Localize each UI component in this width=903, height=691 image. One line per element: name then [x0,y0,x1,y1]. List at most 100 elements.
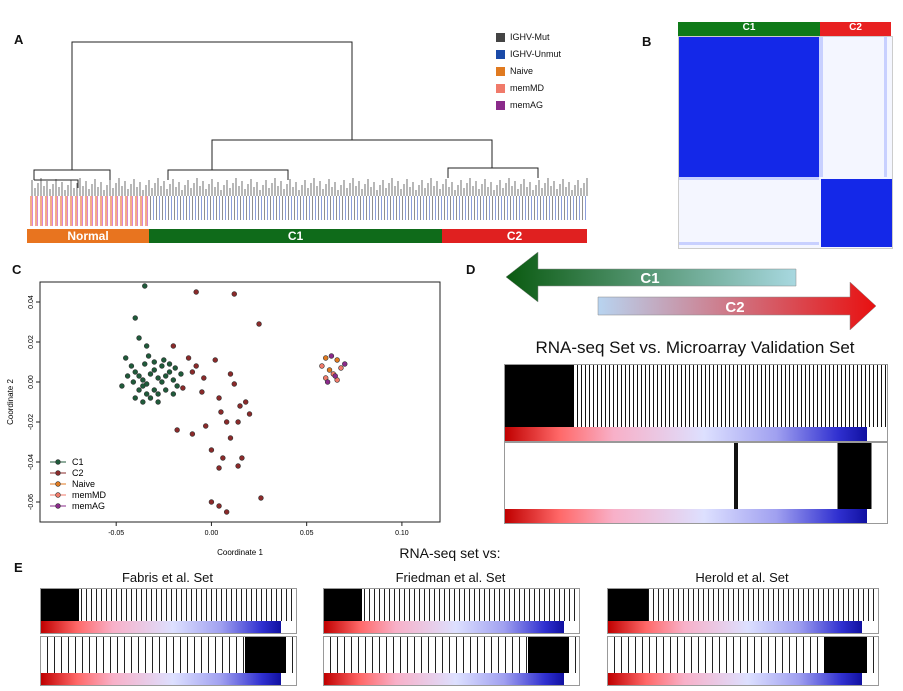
legend-swatch [496,83,505,93]
scatter-point-c2 [174,427,180,433]
rank-gradient [324,621,564,633]
set-title-fabris: Fabris et al. Set [121,570,214,585]
legend-marker [55,470,61,476]
legend-label: C1 [72,457,84,467]
gene-hit-barcode [608,589,878,621]
legend-item-ighv-unmut: IGHV-Unmut [496,49,561,59]
group-label-c2: C2 [506,229,523,243]
scatter-point-c2 [201,375,207,381]
scatter-point-c1 [166,361,173,367]
legend-label: Naive [72,479,95,489]
leaf-fringe-normal [30,196,148,226]
scatter-point-c1 [151,359,157,365]
legend-marker [55,481,61,487]
group-bar-c2 [442,229,587,243]
gene-hit-barcode [505,365,887,427]
scatter-point-naive [334,357,340,363]
gene-hit-barcode [41,637,296,673]
scatter-point-c1 [151,367,157,373]
scatter-point-c1 [178,371,184,377]
scatter-point-c1 [136,335,142,341]
panel-d-label: D [466,262,476,277]
scatter-point-c1 [132,395,138,401]
gene-hit-barcode [324,637,579,673]
scatter-point-memmd [338,365,344,371]
mds-scatter-plot: -0.05 0.00 0.05 0.10 -0.06 -0.04 -0.02 0.00 0.0… [6,281,441,557]
scatter-point-c2 [246,411,253,417]
panel-a-label: A [14,32,24,47]
scatter-point-memmd [319,363,325,369]
legend-label: memAG [72,501,105,511]
scatter-point-c2 [216,503,222,509]
consensus-faint-stripe [679,177,819,180]
scatter-point-c1 [119,383,125,389]
y-tick-label: 0.02 [28,335,35,349]
scatter-point-c2 [193,363,199,369]
rank-gradient [505,427,867,441]
scatter-point-c2 [256,321,262,327]
legend-item-naive: Naive [496,66,533,76]
y-tick-label: 0.00 [28,375,35,389]
y-tick-label: -0.04 [28,454,35,470]
scatter-point-c1 [159,363,165,369]
scatter-point-c1 [170,377,177,383]
legend-marker [55,492,61,498]
scatter-point-c2 [216,465,222,471]
rank-gradient [608,621,862,633]
gene-hit-barcode [608,637,878,673]
scatter-point-c2 [235,463,241,469]
gsea-fabris-c2 [40,636,297,686]
scatter-point-c1 [147,395,154,401]
legend-item-ighv-mut: IGHV-Mut [496,32,550,42]
gene-hit-barcode [41,589,296,621]
scatter-point-c2 [239,455,245,461]
rank-gradient [505,509,867,523]
group-bar-normal [27,229,149,243]
scatter-point-c2 [220,455,226,461]
consensus-block-c2 [821,179,892,247]
scatter-point-c2 [185,355,192,361]
y-axis-label: Coordinate 2 [6,379,15,425]
legend-swatch [496,49,505,59]
panel-d-title: RNA-seq Set vs. Microarray Validation Se… [535,338,855,357]
group-label-c1: C1 [287,229,304,243]
scatter-point-c1 [174,383,180,389]
consensus-label-c1: C1 [742,22,756,33]
scatter-point-c1 [155,375,161,381]
scatter-point-c2 [193,289,199,295]
scatter-point-c1 [136,373,142,379]
gene-hit-barcode [324,589,579,621]
legend-swatch [496,32,505,42]
scatter-point-c1 [143,343,150,349]
scatter-point-c2 [208,447,215,453]
y-tick-label: -0.06 [28,494,35,510]
set-title-herold: Herold et al. Set [695,570,789,585]
scatter-point-c2 [231,381,237,387]
legend-marker [55,459,61,465]
scatter-point-c1 [140,377,146,383]
scatter-point-c2 [203,423,209,429]
scatter-point-c1 [145,353,152,359]
scatter-point-c1 [155,399,161,405]
consensus-faint-stripe [679,242,819,245]
c2-arrow-label: C2 [725,299,744,316]
scatter-point-c2 [216,395,222,401]
scatter-point-c2 [243,399,249,405]
c2-arrow [597,281,877,330]
leaf-fringe-c1 [150,196,442,220]
consensus-matrix [678,36,893,249]
gene-hit-barcode [505,443,887,509]
direction-arrows: C1 C2 [505,251,877,330]
group-label-normal: Normal [67,229,109,243]
scatter-point-c1 [143,391,150,397]
legend-item-memag: memAG [496,100,543,110]
gsea-main-c2 [504,442,888,524]
c1-arrow [505,251,797,303]
scatter-point-c1 [159,379,165,385]
y-tick-label: -0.02 [28,414,35,430]
consensus-header-c2 [820,22,891,36]
consensus-label-c2: C2 [849,22,862,33]
scatter-point-c1 [142,283,148,289]
scatter-point-memag [342,361,348,367]
